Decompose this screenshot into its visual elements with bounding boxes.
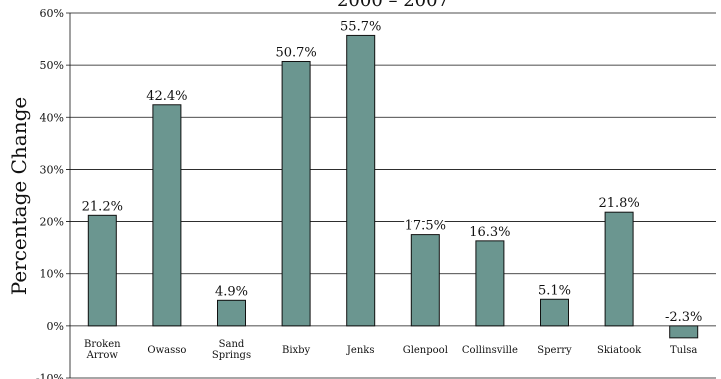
bar [281, 60, 311, 327]
y-tick-label: 40% [40, 111, 64, 124]
data-label: 16.3% [469, 225, 510, 240]
data-label: 42.4% [146, 89, 187, 104]
y-tick-label: 60% [40, 7, 64, 20]
category-label: Sand [219, 339, 245, 350]
data-labels: 21.2% 42.4% 4.9% 50.7% 55.7% 17.5% 16.3% 5.1% 21… [80, 17, 705, 326]
bar [540, 298, 569, 327]
chart-title: 2000 – 2007 [337, 0, 449, 11]
category-label: Springs [212, 350, 251, 361]
data-label: 4.9% [215, 284, 248, 299]
bar [217, 299, 246, 327]
bar [152, 104, 182, 327]
y-tick-label: 10% [40, 268, 64, 281]
category-label: Collinsville [462, 345, 518, 356]
y-tick-label: -10% [36, 372, 64, 379]
y-tick-label: 50% [40, 59, 64, 72]
category-label: Sperry [537, 345, 572, 356]
bar [604, 211, 634, 327]
y-tick-label: 20% [40, 216, 64, 229]
category-label: Arrow [86, 350, 119, 361]
y-tick-label: 30% [40, 163, 64, 176]
category-label: Skiatook [597, 345, 642, 356]
data-label: 50.7% [275, 45, 316, 60]
bar [346, 34, 376, 327]
bar [87, 214, 117, 327]
category-label: Tulsa [670, 345, 697, 356]
category-label: Glenpool [403, 345, 448, 356]
category-label: Jenks [346, 345, 375, 356]
y-axis-ticks: -10% 0% 10% 20% 30% 40% 50% 60% [36, 7, 64, 379]
category-label: Broken [84, 339, 121, 350]
y-tick-label: 0% [47, 320, 64, 333]
category-label: Owasso [147, 345, 186, 356]
data-label: 55.7% [340, 19, 381, 34]
bar [410, 234, 440, 327]
data-label: 5.1% [538, 283, 571, 298]
data-label: -2.3% [665, 310, 702, 325]
category-label: Bixby [282, 345, 311, 356]
data-label: 21.2% [82, 199, 123, 214]
data-label: 17.5% [405, 219, 446, 234]
bar [669, 325, 699, 339]
bars [87, 34, 699, 339]
bar [475, 240, 505, 327]
y-axis-label: Percentage Change [7, 97, 31, 295]
data-label: 21.8% [598, 196, 639, 211]
